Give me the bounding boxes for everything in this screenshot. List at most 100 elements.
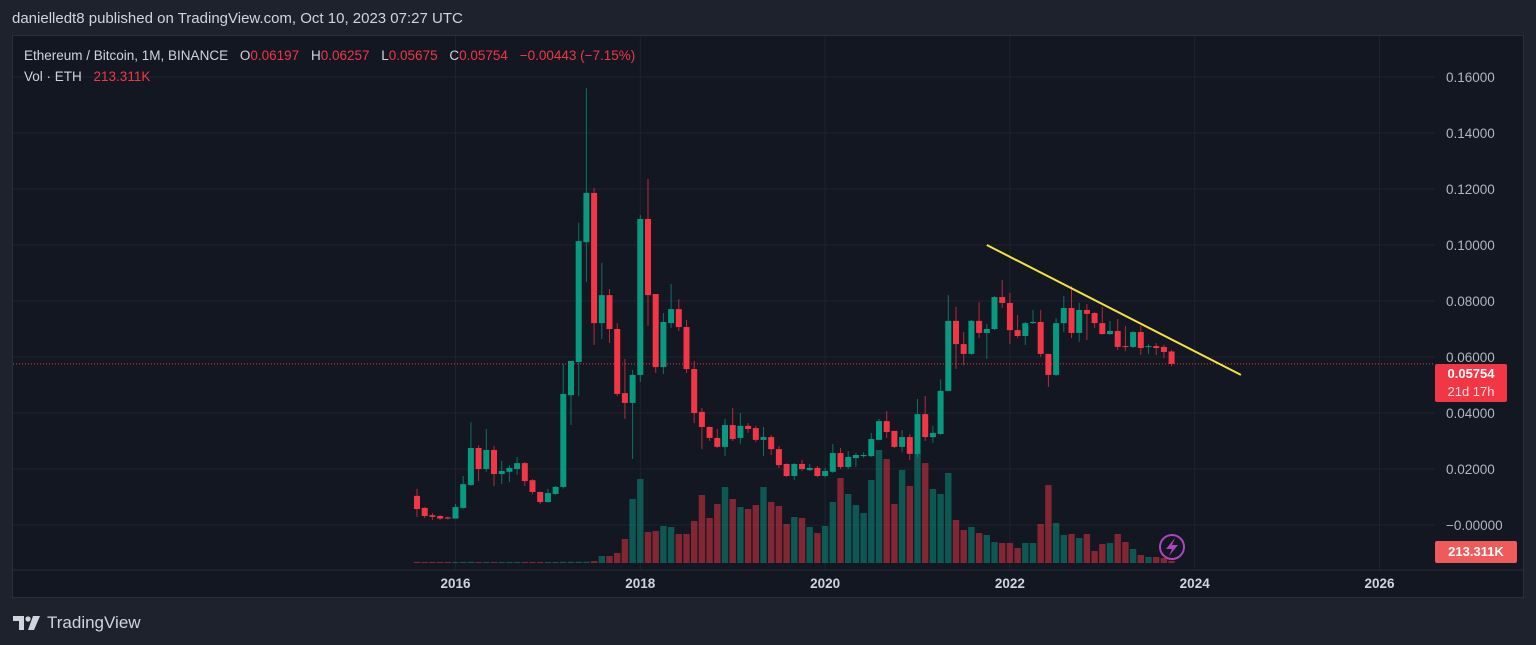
candle — [621, 358, 628, 419]
candle — [906, 434, 913, 461]
candle-body — [521, 463, 528, 482]
high-value: 0.06257 — [320, 48, 370, 63]
symbol-title[interactable]: Ethereum / Bitcoin, 1M, BINANCE — [24, 48, 229, 63]
volume-bar — [983, 535, 990, 563]
y-tick-label: 0.06000 — [1446, 350, 1495, 365]
candle-body — [698, 411, 705, 427]
volume-bar — [452, 562, 459, 563]
volume-bar — [737, 507, 744, 563]
candle — [1145, 344, 1152, 354]
candle — [1014, 315, 1021, 338]
candle-body — [1153, 346, 1160, 349]
candle-body — [1037, 322, 1044, 354]
candle — [1076, 302, 1083, 342]
candle-body — [491, 449, 497, 475]
volume-bar — [598, 556, 605, 563]
volume-bar — [1137, 555, 1144, 563]
volume-bar — [829, 502, 836, 563]
ohlc-legend-row: Ethereum / Bitcoin, 1M, BINANCE O0.06197… — [24, 45, 635, 66]
candle-body — [991, 297, 998, 329]
volume-bar — [652, 531, 659, 563]
candle — [598, 262, 605, 340]
footer-brand[interactable]: TradingView — [13, 613, 141, 633]
candle-body — [621, 393, 628, 403]
candle — [629, 369, 636, 459]
volume-bar — [960, 530, 967, 563]
volume-bar — [1052, 523, 1060, 563]
candle — [1060, 295, 1067, 333]
candle-body — [683, 327, 690, 370]
volume-bar — [714, 504, 721, 563]
x-tick-label: 2016 — [440, 576, 471, 591]
candle — [1022, 322, 1029, 345]
volume-bar — [698, 495, 706, 563]
candle-body — [637, 218, 644, 375]
volume-bar — [1022, 543, 1029, 563]
candle — [799, 460, 805, 471]
volume-bar — [575, 561, 582, 563]
candle — [529, 479, 536, 495]
candle-body — [1099, 323, 1106, 335]
candle-body — [560, 393, 567, 487]
candle-body — [1006, 302, 1013, 331]
open-value: 0.06197 — [250, 48, 300, 63]
candle — [783, 463, 790, 478]
candle — [675, 299, 682, 331]
change-value: −0.00443 (−7.15%) — [519, 48, 636, 63]
y-tick-label: 0.14000 — [1446, 126, 1495, 141]
candle-body — [1168, 351, 1175, 364]
candle-body — [745, 425, 752, 429]
y-tick-label: 0.12000 — [1446, 182, 1495, 197]
candle — [976, 302, 983, 338]
volume-bar — [783, 524, 790, 563]
tradingview-logo-icon — [13, 616, 40, 630]
candle — [414, 488, 420, 517]
candle — [899, 430, 906, 453]
candle — [722, 418, 728, 457]
candle — [768, 435, 775, 455]
lightning-icon[interactable] — [1159, 534, 1185, 560]
volume-bar — [922, 463, 929, 563]
candle — [914, 399, 921, 457]
candle — [429, 512, 436, 520]
volume-bar — [721, 487, 729, 563]
candle — [521, 462, 528, 487]
candle — [852, 453, 859, 468]
x-tick-label: 2026 — [1364, 576, 1395, 591]
candle — [552, 485, 559, 496]
candle — [1160, 344, 1167, 359]
volume-bar — [1076, 538, 1083, 563]
candle-body — [752, 428, 759, 440]
volume-bar — [883, 459, 890, 563]
candle — [814, 465, 821, 478]
candle-body — [568, 360, 574, 396]
candle — [991, 295, 998, 331]
x-tick-label: 2020 — [810, 576, 840, 591]
volume-bar — [837, 478, 844, 563]
candle-body — [1091, 313, 1098, 324]
candle-body — [537, 491, 544, 503]
volume-bar — [1145, 557, 1152, 563]
volume-bar — [421, 562, 428, 563]
candle — [452, 504, 459, 519]
volume-bar — [898, 470, 906, 563]
candle — [514, 456, 521, 475]
candle-body — [806, 467, 813, 471]
volume-bar — [768, 502, 775, 563]
candle — [691, 360, 698, 424]
candle — [1099, 306, 1106, 335]
volume-bar — [814, 533, 821, 563]
candle-body — [783, 463, 790, 476]
candle-body — [922, 414, 929, 438]
candle-body — [1053, 323, 1060, 375]
low-label: L — [381, 48, 389, 63]
volume-bar — [852, 505, 860, 563]
volume-bar — [945, 473, 952, 563]
candle — [614, 323, 621, 397]
volume-bar — [413, 561, 421, 563]
volume-label[interactable]: Vol · ETH — [24, 69, 82, 84]
candle-body — [1068, 308, 1075, 333]
candle-body — [544, 493, 551, 503]
candle-body — [814, 467, 821, 476]
